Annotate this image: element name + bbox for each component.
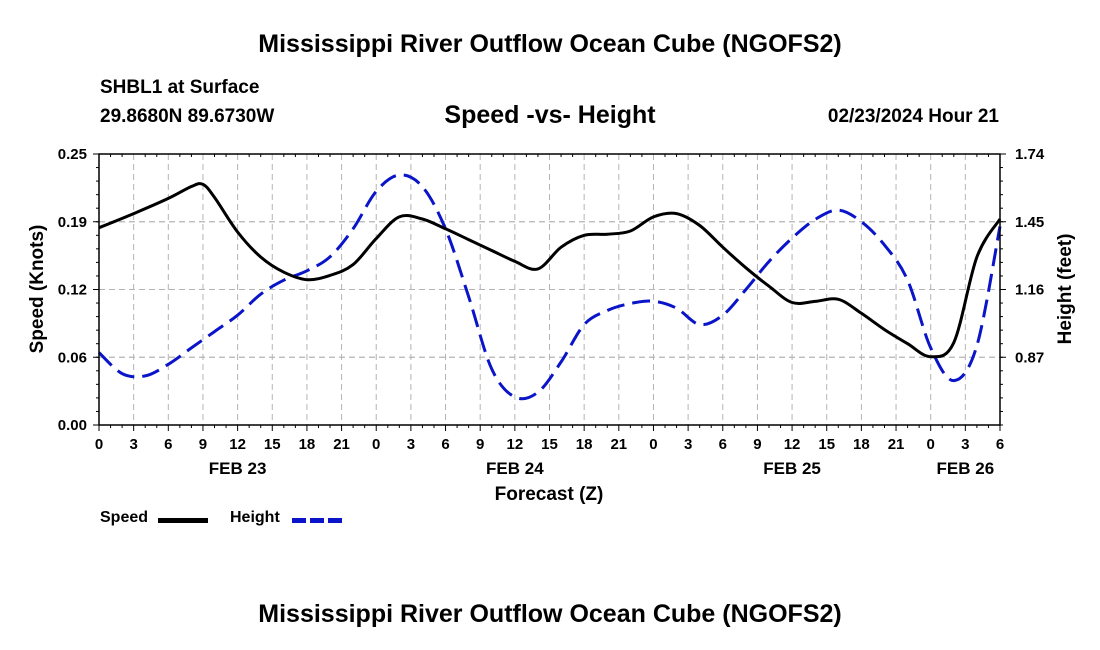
x-axis-label: Forecast (Z): [495, 484, 604, 505]
speed-series-line: [98, 182, 1002, 359]
x-tick-label: 0: [927, 436, 935, 453]
y-axis-label: Speed (Knots): [27, 225, 48, 354]
y2-axis-label: Height (feet): [1055, 234, 1076, 345]
x-tick-label: 6: [719, 436, 727, 453]
x-tick-label: 15: [541, 436, 558, 453]
y2-tick-label: 1.74: [1015, 146, 1045, 163]
y-tick-label: 0.19: [58, 214, 87, 231]
x-tick-label: 18: [853, 436, 870, 453]
x-tick-label: 18: [299, 436, 316, 453]
x-tick-label: 18: [576, 436, 593, 453]
chart-main-title: Mississippi River Outflow Ocean Cube (NG…: [258, 30, 842, 58]
footer-title: Mississippi River Outflow Ocean Cube (NG…: [258, 600, 842, 628]
chart-subtitle: Speed -vs- Height: [444, 101, 656, 129]
y-tick-label: 0.12: [58, 282, 87, 299]
x-tick-label: 15: [264, 436, 281, 453]
y-tick-label: 0.25: [58, 146, 87, 163]
y2-tick-label: 1.16: [1015, 282, 1044, 299]
height-series-line: [97, 173, 1002, 401]
y2-tick-label: 1.45: [1015, 214, 1044, 231]
x-tick-label: 3: [129, 436, 137, 453]
grid-lines: [98, 153, 1001, 426]
x-tick-label: 0: [372, 436, 380, 453]
x-tick-label: 15: [818, 436, 835, 453]
x-tick-label: 6: [441, 436, 449, 453]
x-tick-label: 3: [407, 436, 415, 453]
x-tick-label: 0: [95, 436, 103, 453]
legend-height-label: Height: [230, 509, 280, 526]
y-tick-label: 0.00: [58, 417, 87, 434]
forecast-datetime: 02/23/2024 Hour 21: [827, 106, 999, 127]
station-coordinates: 29.8680N 89.6730W: [100, 106, 275, 127]
day-label: FEB 25: [763, 459, 821, 478]
day-label: FEB 24: [486, 459, 544, 478]
x-tick-label: 9: [199, 436, 207, 453]
axes: 0 3 6 9 12 15 18 21 0 3 6 9 12 15 18 21 0 3 6 9 12 15 18 21 0 3 6F…: [58, 146, 1045, 478]
x-tick-label: 3: [684, 436, 692, 453]
x-tick-label: 21: [610, 436, 627, 453]
x-tick-label: 6: [164, 436, 172, 453]
series-layer: [97, 173, 1002, 401]
day-label: FEB 26: [937, 459, 995, 478]
x-tick-label: 9: [753, 436, 761, 453]
x-tick-label: 6: [996, 436, 1004, 453]
x-tick-label: 21: [888, 436, 905, 453]
x-tick-label: 12: [784, 436, 801, 453]
y-tick-label: 0.06: [58, 349, 87, 366]
x-tick-label: 21: [333, 436, 350, 453]
x-tick-label: 9: [476, 436, 484, 453]
legend-height-swatch: [292, 518, 342, 523]
x-tick-label: 0: [649, 436, 657, 453]
day-label: FEB 23: [209, 459, 267, 478]
x-tick-label: 12: [229, 436, 246, 453]
x-tick-label: 3: [961, 436, 969, 453]
x-tick-label: 12: [507, 436, 524, 453]
y2-tick-label: 0.87: [1015, 349, 1044, 366]
station-label: SHBL1 at Surface: [100, 77, 260, 98]
legend-speed-swatch: [158, 518, 208, 523]
legend-speed-label: Speed: [100, 509, 149, 526]
